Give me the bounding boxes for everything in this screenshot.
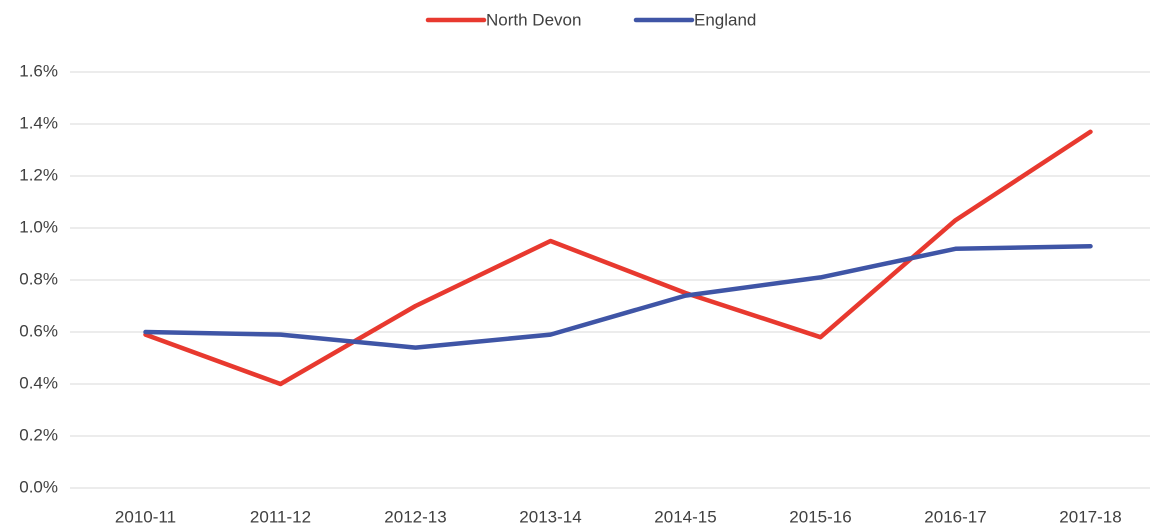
- x-tick-label: 2012-13: [384, 507, 446, 526]
- x-tick-label: 2011-12: [250, 507, 311, 526]
- y-tick-label: 1.2%: [19, 165, 58, 184]
- x-tick-label: 2017-18: [1059, 507, 1121, 526]
- y-tick-label: 1.0%: [19, 217, 58, 236]
- x-tick-label: 2013-14: [519, 507, 581, 526]
- y-tick-label: 1.6%: [19, 61, 58, 80]
- legend-label: England: [694, 10, 756, 29]
- y-tick-label: 0.0%: [19, 477, 58, 496]
- legend-label: North Devon: [486, 10, 581, 29]
- series-line: [143, 129, 1093, 387]
- y-tick-label: 1.4%: [19, 113, 58, 132]
- y-tick-label: 0.2%: [19, 425, 58, 444]
- y-tick-label: 0.4%: [19, 373, 58, 392]
- y-tick-label: 0.6%: [19, 321, 58, 340]
- series-line: [143, 243, 1093, 350]
- x-tick-label: 2015-16: [789, 507, 851, 526]
- x-tick-label: 2010-11: [115, 507, 176, 526]
- y-tick-label: 0.8%: [19, 269, 58, 288]
- x-tick-label: 2014-15: [654, 507, 716, 526]
- x-tick-label: 2016-17: [924, 507, 986, 526]
